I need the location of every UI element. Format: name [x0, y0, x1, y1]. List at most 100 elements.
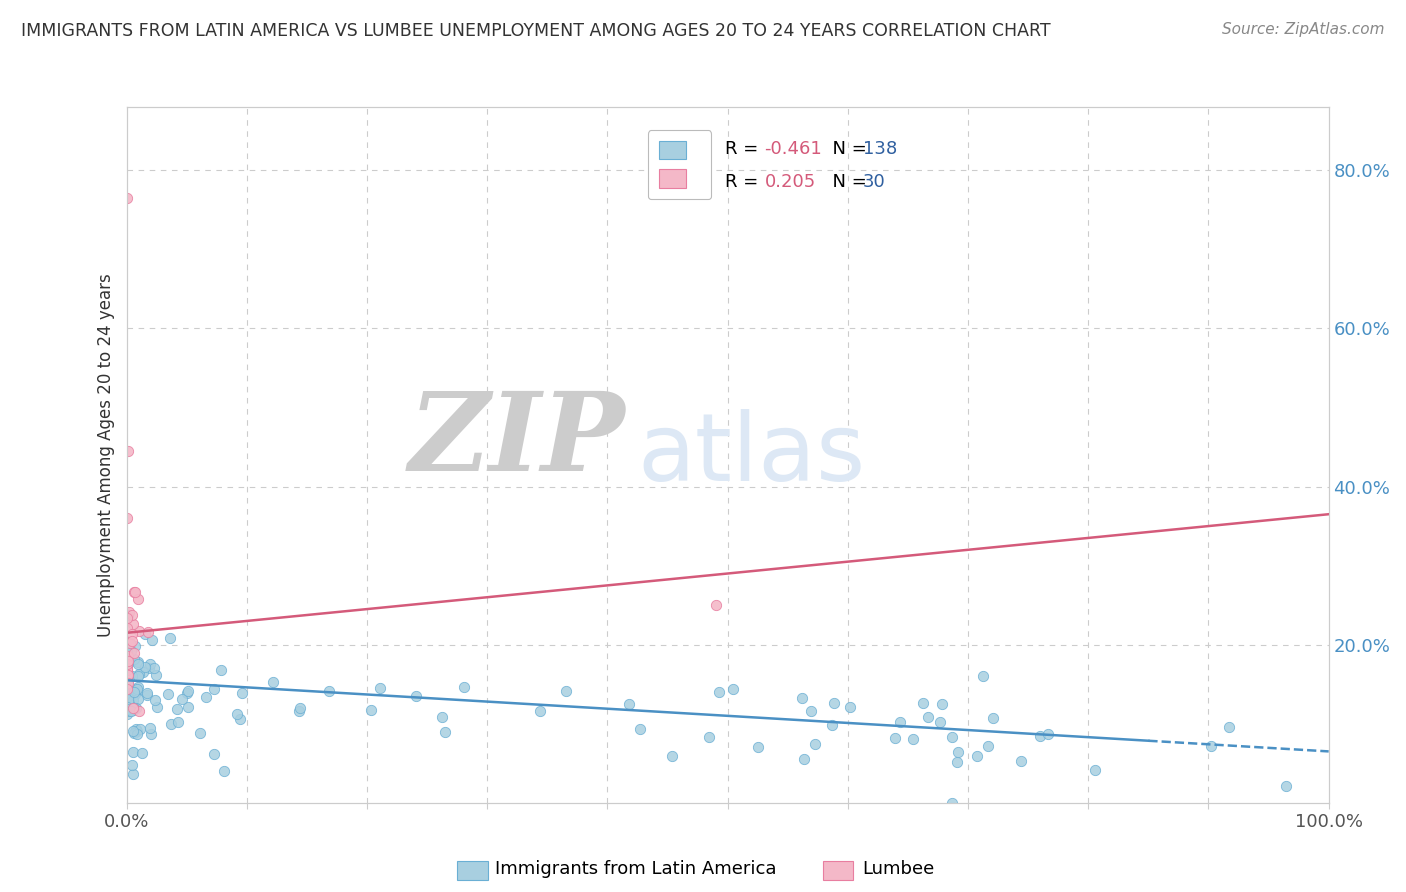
Point — [118, 635, 141, 649]
Point — [176, 686, 198, 700]
Point — [120, 704, 142, 718]
Text: -0.461: -0.461 — [765, 140, 823, 159]
Point — [931, 697, 953, 711]
Point — [134, 627, 156, 641]
Point — [125, 700, 148, 714]
Text: Source: ZipAtlas.com: Source: ZipAtlas.com — [1222, 22, 1385, 37]
Point — [124, 722, 146, 736]
Point — [118, 636, 141, 650]
Point — [127, 655, 149, 669]
Point — [115, 674, 138, 689]
Text: R =: R = — [725, 173, 763, 191]
Point — [138, 721, 160, 735]
Point — [115, 645, 138, 659]
Point — [1036, 727, 1059, 741]
Point — [124, 687, 146, 701]
Point — [966, 748, 988, 763]
Point — [115, 657, 138, 672]
Point — [793, 752, 815, 766]
Point — [707, 685, 730, 699]
Point — [115, 707, 138, 722]
Point — [118, 606, 141, 620]
Point — [117, 662, 139, 676]
Point — [115, 665, 138, 679]
Point — [160, 716, 183, 731]
Point — [132, 665, 155, 679]
Point — [115, 667, 138, 681]
Point — [115, 678, 138, 692]
Point — [128, 667, 150, 681]
Point — [115, 681, 138, 696]
Point — [115, 669, 138, 683]
Point — [127, 682, 149, 697]
Point — [176, 700, 198, 714]
Point — [121, 634, 143, 648]
Point — [125, 684, 148, 698]
Point — [134, 660, 156, 674]
Point — [288, 704, 311, 718]
Text: 0.205: 0.205 — [765, 173, 815, 191]
Point — [430, 710, 453, 724]
Point — [118, 691, 141, 706]
Point — [124, 584, 146, 599]
Point — [804, 737, 827, 751]
Point — [122, 726, 145, 740]
Point — [141, 633, 163, 648]
Point — [139, 727, 162, 741]
Point — [981, 711, 1004, 725]
Point — [903, 731, 925, 746]
Point — [117, 681, 139, 696]
Point — [117, 648, 139, 663]
Point — [136, 688, 159, 702]
Point — [129, 722, 152, 736]
Point — [1275, 779, 1298, 793]
Point — [167, 714, 190, 729]
Point — [202, 681, 225, 696]
Point — [288, 701, 311, 715]
Point — [1218, 720, 1240, 734]
Point — [453, 680, 475, 694]
Point — [115, 191, 138, 205]
Point — [118, 679, 141, 693]
Point — [405, 689, 427, 703]
Text: Lumbee: Lumbee — [862, 860, 934, 878]
Text: R =: R = — [725, 140, 763, 159]
Point — [555, 684, 578, 698]
Point — [127, 691, 149, 706]
Point — [800, 704, 823, 718]
Point — [433, 725, 456, 739]
Point — [117, 649, 139, 664]
Point — [117, 673, 139, 687]
Point — [122, 703, 145, 717]
Point — [823, 696, 845, 710]
Point — [127, 592, 149, 607]
Point — [115, 511, 138, 525]
Point — [122, 745, 145, 759]
Point — [117, 654, 139, 668]
Point — [117, 444, 139, 458]
Point — [117, 663, 139, 677]
Legend:  ,  : , — [648, 130, 711, 200]
Point — [117, 676, 139, 690]
Point — [120, 654, 142, 668]
Point — [115, 663, 138, 677]
Point — [127, 657, 149, 671]
Point — [122, 767, 145, 781]
Point — [138, 661, 160, 675]
Point — [118, 683, 141, 698]
Point — [143, 661, 166, 675]
Point — [1029, 729, 1052, 743]
Point — [117, 704, 139, 718]
Point — [122, 646, 145, 660]
Point — [202, 747, 225, 762]
Point — [912, 696, 935, 710]
Point — [143, 693, 166, 707]
Point — [115, 661, 138, 675]
Point — [128, 704, 150, 718]
Point — [117, 668, 139, 682]
Point — [172, 692, 194, 706]
Point — [704, 599, 727, 613]
Point — [136, 686, 159, 700]
Point — [124, 701, 146, 715]
Point — [209, 663, 232, 677]
